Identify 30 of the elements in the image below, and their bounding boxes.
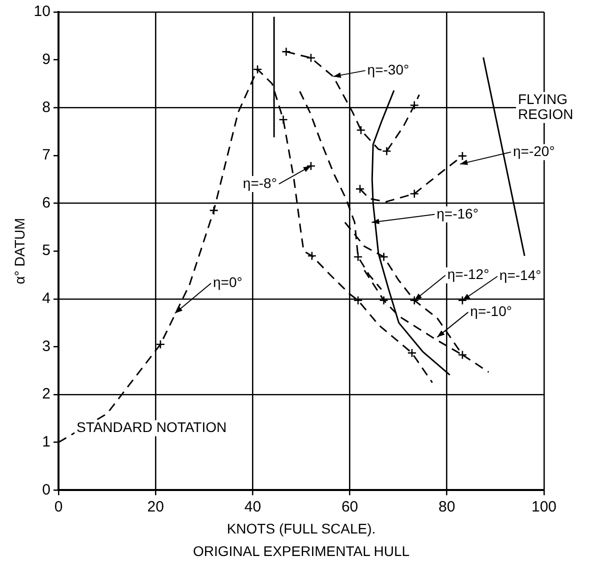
y-tick-label: 9: [42, 50, 50, 68]
y-tick-label: 3: [42, 338, 50, 355]
x-tick-label: 0: [54, 498, 63, 516]
y-tick-label: 5: [42, 242, 50, 260]
y-tick-label: 8: [42, 98, 50, 116]
y-tick-label: 7: [42, 146, 50, 164]
y-tick-label: 6: [42, 194, 50, 212]
annotation: η=-14°: [499, 267, 542, 284]
annotation: STANDARD NOTATION: [76, 419, 227, 436]
y-tick-label: 4: [42, 290, 50, 308]
annotation: η=-8°: [242, 174, 277, 191]
x-tick-label: 60: [341, 498, 358, 516]
x-tick-label: 40: [244, 498, 262, 516]
y-tick-label: 10: [34, 3, 50, 20]
y-tick-label: 1: [42, 434, 50, 451]
x-tick-label: 100: [531, 498, 557, 516]
annotation: η=-10°: [470, 303, 512, 320]
annotation: FLYING REGION: [518, 90, 574, 122]
y-axis-title: α° DATUM: [11, 218, 28, 284]
x-axis-title: KNOTS (FULL SCALE).: [226, 520, 376, 536]
annotation: η=-30°: [367, 61, 410, 78]
y-tick-label: 0: [42, 481, 50, 498]
annotation: η=-16°: [436, 205, 478, 222]
annotation: η=0°: [213, 274, 242, 290]
x-tick-label: 20: [147, 498, 164, 516]
annotation: η=-12°: [447, 266, 490, 282]
text: ORIGINAL EXPERIMENTAL HULL: [192, 542, 410, 559]
x-tick-label: 80: [438, 498, 456, 516]
annotation: η=-20°: [513, 142, 555, 159]
y-tick-label: 2: [42, 386, 50, 403]
